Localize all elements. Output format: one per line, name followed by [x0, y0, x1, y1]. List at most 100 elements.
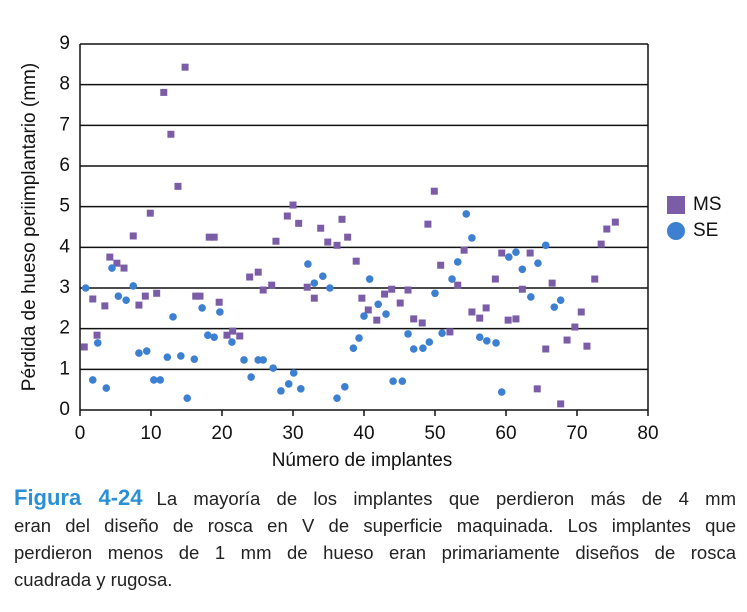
point [114, 292, 123, 300]
point [556, 296, 565, 305]
point [504, 316, 512, 324]
y-tick-label: 7 [59, 114, 70, 135]
x-tick-label: 30 [282, 423, 303, 444]
point [268, 281, 276, 289]
point [120, 264, 128, 272]
point [526, 249, 534, 257]
point [438, 329, 446, 337]
point [310, 294, 318, 302]
point [129, 232, 137, 240]
point [527, 293, 535, 301]
y-tick-label: 3 [59, 277, 70, 298]
point [492, 339, 500, 347]
point [229, 327, 237, 335]
point [324, 238, 332, 246]
point [205, 233, 213, 241]
point [373, 316, 381, 324]
point [382, 310, 390, 318]
point [355, 334, 363, 342]
caption-text: La mayoría de los implantes que perdiero… [156, 488, 736, 509]
point [512, 315, 520, 323]
point [460, 246, 468, 254]
point [141, 292, 149, 300]
caption-label: Figura 4-24 [14, 485, 143, 510]
point [418, 319, 426, 327]
point [571, 323, 579, 331]
point [446, 328, 454, 336]
point [228, 338, 236, 346]
y-tick-label: 4 [59, 236, 70, 257]
point [591, 275, 599, 283]
point [88, 376, 97, 384]
legend-label: SE [693, 220, 718, 241]
point [462, 210, 471, 218]
point [583, 342, 591, 350]
point [358, 294, 366, 302]
point [437, 261, 445, 269]
y-axis-label: Pérdida de hueso periimplantario (mm) [19, 63, 40, 391]
point [360, 312, 368, 320]
point [146, 209, 154, 217]
x-tick-label: 40 [353, 423, 374, 444]
x-tick-label: 50 [424, 423, 445, 444]
point [497, 388, 506, 396]
point [468, 308, 476, 316]
point [404, 330, 412, 338]
point [333, 241, 341, 249]
point [430, 187, 438, 195]
caption: Figura 4-24 La mayoría de los implantes q… [14, 484, 736, 593]
point [468, 234, 476, 242]
y-tick-label: 9 [59, 33, 70, 54]
point [192, 292, 200, 300]
point [389, 377, 397, 385]
point [198, 304, 206, 312]
point [196, 292, 204, 300]
y-tick-label: 1 [59, 358, 70, 379]
point [597, 240, 605, 248]
point [183, 394, 192, 403]
point [476, 314, 484, 322]
point [533, 385, 541, 393]
point [135, 349, 143, 357]
point [341, 383, 349, 391]
point [431, 289, 439, 298]
point [424, 220, 432, 228]
point [550, 303, 559, 311]
point [448, 275, 456, 283]
x-tick-label: 80 [637, 423, 658, 444]
point [101, 302, 109, 310]
point [518, 265, 527, 274]
point [289, 201, 297, 209]
point [557, 400, 565, 408]
x-tick-label: 60 [495, 423, 516, 444]
point [169, 313, 177, 321]
point [563, 336, 571, 344]
point [272, 237, 280, 245]
x-axis-label: Número de implantes [272, 450, 453, 470]
point [216, 308, 224, 316]
point [174, 182, 182, 190]
point [541, 241, 550, 250]
point [396, 299, 404, 307]
point [483, 337, 491, 345]
point [349, 344, 358, 352]
point [247, 373, 255, 381]
point [317, 224, 325, 232]
point [106, 253, 114, 261]
point [259, 356, 267, 364]
point [333, 394, 341, 403]
point [409, 345, 418, 353]
point [269, 364, 277, 372]
point [113, 259, 121, 267]
chart: Número de implantes Pérdida de hueso per… [19, 33, 721, 471]
point [277, 387, 285, 395]
point [453, 258, 462, 266]
point [223, 331, 231, 339]
point [81, 284, 90, 292]
point [210, 233, 218, 241]
y-tick-label: 8 [59, 74, 70, 95]
point [352, 257, 360, 265]
point [365, 275, 374, 283]
point [93, 339, 102, 347]
legend-marker [667, 196, 685, 214]
